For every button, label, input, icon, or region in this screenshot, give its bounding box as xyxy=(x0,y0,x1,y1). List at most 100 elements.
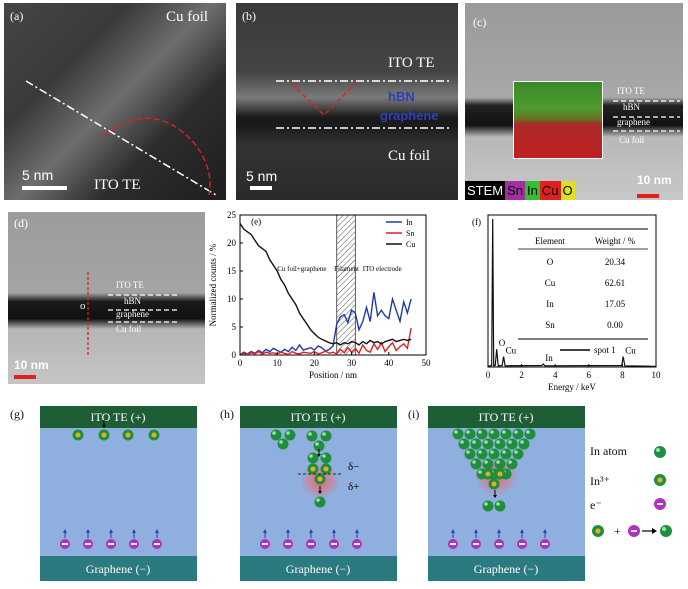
annotation: ITO electrode xyxy=(363,265,402,273)
atom-icon xyxy=(470,438,482,450)
schematic-i: ITO TE (+) Graphene (−) xyxy=(428,406,585,581)
spectrum-line xyxy=(487,218,657,368)
x-tick-label: 0 xyxy=(486,370,491,380)
ion-icon xyxy=(482,468,494,480)
panel-tag: (a) xyxy=(10,9,24,23)
legend-in-atom: In atom xyxy=(590,444,627,458)
ito-te-label: ITO TE xyxy=(617,86,645,96)
legend-label: In xyxy=(406,218,413,227)
electron-icon xyxy=(306,529,316,549)
table-cell: 0.00 xyxy=(607,320,623,330)
atom-icon xyxy=(654,446,666,458)
ion-icon xyxy=(307,463,319,475)
cu-foil-label: Cu foil xyxy=(619,135,645,145)
line-profile-chart: 0 10 20 30 40 50 0 5 10 15 20 25 Position / nm Normal… xyxy=(208,210,432,380)
schematic-tag: (g) xyxy=(10,407,24,421)
ito-te-label: ITO TE xyxy=(388,55,435,71)
schematic-g: ITO TE (+) Graphene (−) xyxy=(40,406,197,581)
electron-icon xyxy=(83,529,93,549)
ion-icon xyxy=(122,429,134,441)
x-tick-label: 0 xyxy=(238,358,243,368)
schematic-legend: In atom In³⁺ e⁻ + xyxy=(590,440,686,580)
atom-icon xyxy=(464,448,476,460)
x-tick-label: 50 xyxy=(422,358,432,368)
legend-sn: Sn xyxy=(505,181,526,200)
filament-band xyxy=(336,214,356,356)
ion-icon xyxy=(592,525,604,537)
table-cell: 17.05 xyxy=(605,299,626,309)
graphene-label: graphene xyxy=(617,117,650,127)
electron-icon xyxy=(540,529,550,549)
graphene-label: graphene xyxy=(380,108,439,123)
electron-icon xyxy=(60,529,70,549)
x-tick-label: 8 xyxy=(620,370,625,380)
cu-foil-label: Cu foil xyxy=(116,324,142,334)
atom-icon xyxy=(306,430,318,442)
atom-icon xyxy=(476,448,488,460)
electron-icon xyxy=(352,529,362,549)
atom-icon xyxy=(452,428,464,440)
ito-te-label: ITO TE xyxy=(94,177,141,193)
ito-electrode xyxy=(40,406,197,428)
atom-icon xyxy=(512,448,524,460)
scale-bar-label: 10 nm xyxy=(637,173,672,187)
legend-label: spot 1 xyxy=(594,345,616,355)
legend-o: O xyxy=(560,181,575,200)
electron-icon xyxy=(106,529,116,549)
x-tick-label: 6 xyxy=(587,370,592,380)
electron-icon xyxy=(283,529,293,549)
x-tick-label: 40 xyxy=(384,358,394,368)
arrow-right-icon xyxy=(642,528,657,534)
bottom-electrode-label: Graphene (−) xyxy=(286,562,350,576)
atom-icon xyxy=(500,428,512,440)
bottom-electrode-label: Graphene (−) xyxy=(474,562,538,576)
scale-bar-label: 10 nm xyxy=(14,358,49,372)
ion-icon xyxy=(98,429,110,441)
graphene-electrode xyxy=(240,556,397,581)
peak-label: In xyxy=(545,353,553,363)
graphene-electrode xyxy=(428,556,585,581)
atom-icon xyxy=(482,438,494,450)
ion-icon xyxy=(488,478,500,490)
atom-icon xyxy=(494,500,506,512)
legend-in-ion: In³⁺ xyxy=(590,474,610,488)
atom-icon xyxy=(494,438,506,450)
atom-icon xyxy=(482,458,494,470)
atom-icon xyxy=(320,430,332,442)
ion-icon xyxy=(320,463,332,475)
electron-icon xyxy=(129,529,139,549)
atom-icon xyxy=(500,448,512,460)
table-header: Weight / % xyxy=(595,236,636,246)
ion-icon xyxy=(494,468,506,480)
panel-tag: (e) xyxy=(251,217,261,227)
stem-panel-d: (d) o ITO TE hBN graphene Cu foil 10 nm xyxy=(8,212,205,384)
legend-cu: Cu xyxy=(539,181,561,200)
atom-icon xyxy=(494,458,506,470)
x-tick-label: 30 xyxy=(347,358,357,368)
electron-icon xyxy=(329,529,339,549)
ion-icon xyxy=(148,429,160,441)
x-tick-label: 10 xyxy=(652,370,662,380)
tem-panel-b: (b) ITO TE hBN graphene Cu foil 5 nm xyxy=(236,3,458,200)
atom-icon xyxy=(518,438,530,450)
annotation: Filament xyxy=(334,265,359,273)
atom-icon xyxy=(506,438,518,450)
graphene-label: graphene xyxy=(116,309,149,319)
arrow-down-icon xyxy=(318,486,322,494)
atom-icon xyxy=(464,428,476,440)
cu-foil-label: Cu foil xyxy=(166,9,209,25)
point-marker: o xyxy=(80,300,86,312)
series-line-sn xyxy=(239,327,412,356)
table-header: Element xyxy=(535,236,565,246)
arrow-down-icon xyxy=(493,490,497,498)
x-axis-label: Position / nm xyxy=(309,370,357,380)
ion-icon xyxy=(314,473,326,485)
delta-minus-label: δ− xyxy=(348,461,359,473)
arrow-down-icon xyxy=(102,420,106,428)
atom-icon xyxy=(506,458,518,470)
electrolyte-region xyxy=(40,406,197,581)
schematic-tag: (h) xyxy=(220,407,234,421)
table-cell: Cu xyxy=(545,278,556,288)
hbn-label: hBN xyxy=(124,296,142,306)
schematic-tag: (i) xyxy=(408,407,420,421)
